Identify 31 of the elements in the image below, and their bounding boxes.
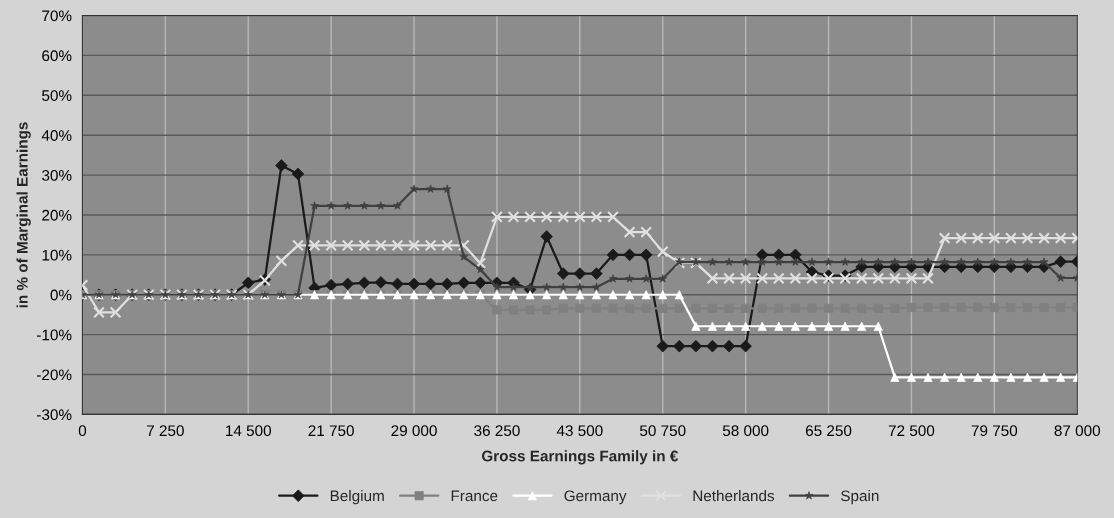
x-tick-label: 0: [78, 425, 87, 437]
y-tick-label: 40%: [41, 130, 72, 141]
x-tick-label: 14 500: [226, 425, 272, 437]
legend-label: France: [451, 490, 498, 502]
x-axis-title: Gross Earnings Family in €: [481, 450, 679, 465]
legend-label: Netherlands: [693, 490, 775, 502]
y-tick-label: 0%: [50, 289, 72, 301]
y-tick-label: 10%: [42, 249, 72, 261]
x-tick-label: 50 750: [639, 425, 686, 437]
x-tick-label: 43 500: [556, 425, 603, 437]
y-tick-label: 20%: [42, 209, 72, 221]
x-tick-label: 79 750: [971, 425, 1018, 437]
y-tick-label: 30%: [42, 169, 72, 181]
legend-label: Belgium: [330, 490, 384, 505]
legend-label: Spain: [841, 490, 879, 505]
x-tick-label: 65 250: [805, 425, 852, 437]
y-tick-label: 60%: [42, 50, 72, 62]
x-tick-label: 29 000: [391, 425, 437, 437]
legend-label: Germany: [564, 490, 627, 505]
x-tick-label: 21 750: [308, 425, 354, 437]
x-tick-label: 72 500: [888, 425, 935, 437]
x-tick-label: 36 250: [474, 425, 520, 437]
y-tick-label: 70%: [42, 10, 72, 22]
y-tick-label: -10%: [37, 329, 72, 341]
x-tick-label: 7 250: [147, 425, 184, 437]
y-tick-label: -20%: [37, 369, 72, 381]
y-axis-title: in % of Marginal Earnings: [16, 122, 31, 308]
y-tick-label: 50%: [42, 90, 72, 101]
x-tick-label: 87 000: [1054, 425, 1101, 437]
y-tick-label: -30%: [37, 409, 72, 421]
x-tick-label: 58 000: [722, 425, 769, 437]
